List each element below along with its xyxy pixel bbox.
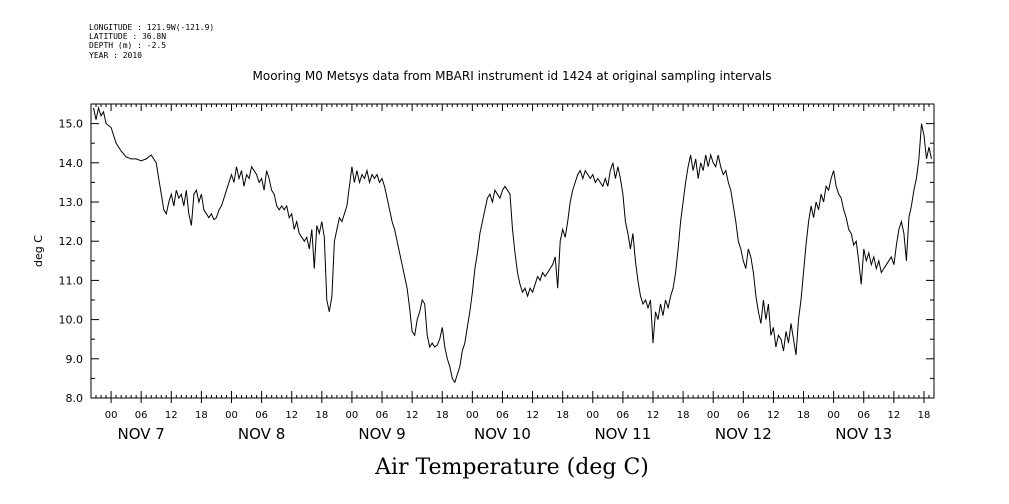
x-day-label: NOV 10 <box>474 425 531 443</box>
x-hour-label: 06 <box>135 410 148 421</box>
y-tick-label: 10.0 <box>59 314 84 327</box>
x-axis-label: Air Temperature (deg C) <box>374 455 649 480</box>
x-hour-label: 06 <box>496 410 509 421</box>
x-hour-label: 12 <box>406 410 419 421</box>
x-hour-label: 06 <box>617 410 630 421</box>
x-hour-label: 18 <box>315 410 328 421</box>
x-hour-label: 18 <box>195 410 208 421</box>
x-hour-label: 06 <box>376 410 389 421</box>
y-tick-label: 14.0 <box>59 157 84 170</box>
x-hour-label: 12 <box>526 410 539 421</box>
x-day-label: NOV 8 <box>238 425 285 443</box>
chart-title: Mooring M0 Metsys data from MBARI instru… <box>253 69 772 83</box>
x-day-label: NOV 11 <box>594 425 651 443</box>
x-day-label: NOV 12 <box>715 425 772 443</box>
x-hour-label: 00 <box>586 410 599 421</box>
x-hour-label: 06 <box>857 410 870 421</box>
y-tick-label: 9.0 <box>66 353 84 366</box>
y-axis-label: deg C <box>32 235 45 267</box>
x-hour-label: 12 <box>887 410 900 421</box>
x-hour-label: 12 <box>285 410 298 421</box>
latitude-label: LATITUDE : 36.8N <box>89 32 167 42</box>
x-hour-label: 06 <box>255 410 268 421</box>
y-tick-label: 8.0 <box>66 392 84 405</box>
x-hour-label: 00 <box>466 410 479 421</box>
depth-label: DEPTH (m) : -2.5 <box>89 41 167 51</box>
x-day-label: NOV 13 <box>835 425 892 443</box>
x-hour-label: 12 <box>165 410 178 421</box>
x-hour-label: 12 <box>647 410 660 421</box>
longitude-label: LONGITUDE : 121.9W(-121.9) <box>89 23 215 32</box>
x-hour-label: 06 <box>737 410 750 421</box>
x-hour-label: 00 <box>346 410 359 421</box>
x-axis: 00 06 12 18 00 06 12 18 00 06 12 18 00 06 12 18 00 06 12 18… <box>90 104 935 443</box>
air-temperature-line <box>93 105 932 384</box>
x-hour-label: 18 <box>556 410 569 421</box>
x-hour-label: 18 <box>436 410 449 421</box>
y-tick-label: 13.0 <box>59 196 84 209</box>
y-tick-label: 15.0 <box>59 118 84 131</box>
x-day-label: NOV 9 <box>358 425 405 443</box>
x-hour-label: 00 <box>707 410 720 421</box>
y-tick-label: 11.0 <box>59 274 84 287</box>
x-hour-label: 12 <box>767 410 780 421</box>
station-metadata: LONGITUDE : 121.9W(-121.9) LATITUDE : 36… <box>89 23 214 60</box>
year-label: YEAR : 2010 <box>89 50 142 60</box>
plot-frame <box>90 103 935 399</box>
x-hour-label: 18 <box>918 410 931 421</box>
x-hour-label: 18 <box>677 410 690 421</box>
x-hour-label: 00 <box>827 410 840 421</box>
x-hour-label: 00 <box>225 410 238 421</box>
y-axis: 8.0 9.0 10.0 11.0 12.0 13.0 14.0 15.0 <box>59 118 934 405</box>
x-day-label: NOV 7 <box>118 425 165 443</box>
x-hour-label: 18 <box>797 410 810 421</box>
y-tick-label: 12.0 <box>59 235 84 248</box>
x-hour-label: 00 <box>105 410 118 421</box>
